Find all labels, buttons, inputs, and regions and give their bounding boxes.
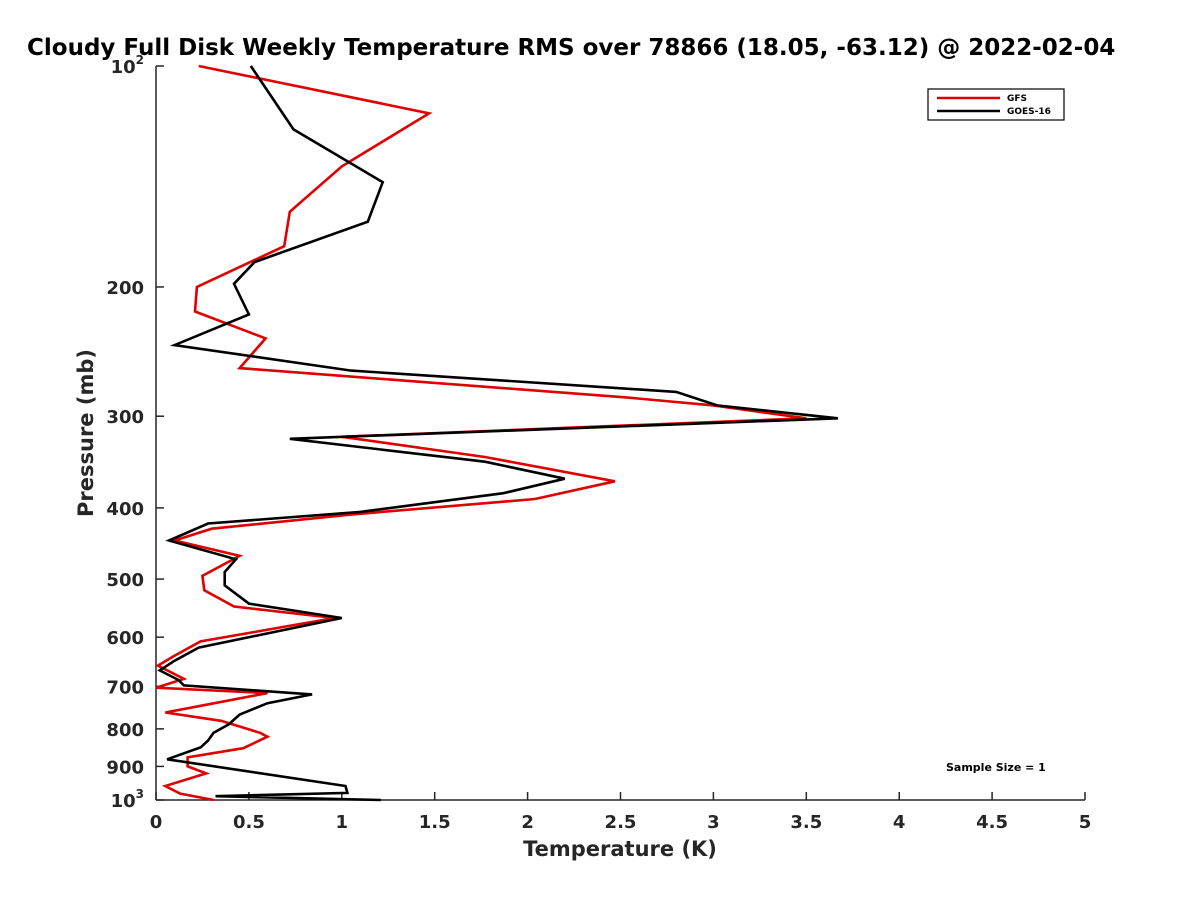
sample-size-annotation: Sample Size = 1	[946, 761, 1046, 774]
x-tick-label: 2.5	[605, 812, 637, 833]
y-tick-label: 300	[106, 407, 144, 428]
plot-area: 0 0.5 1 1.5 2 2.5 3 3.5 4 4.5 5 102 200 300 400 500 600 7…	[106, 53, 1091, 833]
y-tick-label: 900	[106, 757, 144, 778]
y-axis-label: Pressure (mb)	[74, 349, 98, 517]
x-tick-label: 2	[521, 812, 534, 833]
chart-title: Cloudy Full Disk Weekly Temperature RMS …	[27, 35, 1115, 61]
legend-label-gfs: GFS	[1007, 94, 1027, 104]
series-line-gfs	[156, 64, 807, 802]
legend-box	[927, 88, 1065, 121]
y-tick-label: 200	[106, 278, 144, 299]
x-tick-label: 4.5	[976, 812, 1008, 833]
x-tick-label: 0.5	[233, 812, 265, 833]
y-tick-label: 103	[111, 787, 144, 812]
y-tick-label: 800	[106, 720, 144, 741]
x-tick-label: 5	[1079, 812, 1092, 833]
y-tick-label: 400	[106, 499, 144, 520]
x-tick-label: 3.5	[790, 812, 822, 833]
x-tick-label: 0	[150, 812, 163, 833]
y-tick-label: 700	[106, 677, 144, 698]
x-tick-label: 1	[336, 812, 349, 833]
x-tick-label: 3	[707, 812, 720, 833]
legend-label-goes16: GOES-16	[1007, 107, 1051, 117]
x-axis-label: Temperature (K)	[523, 837, 717, 861]
legend: GFS GOES-16	[927, 88, 1065, 121]
series-line-goes-16	[157, 65, 839, 802]
y-tick-label: 102	[111, 53, 144, 78]
y-tick-label: 500	[106, 570, 144, 591]
y-tick-label: 600	[106, 628, 144, 649]
x-tick-label: 1.5	[419, 812, 451, 833]
x-tick-label: 4	[893, 812, 906, 833]
